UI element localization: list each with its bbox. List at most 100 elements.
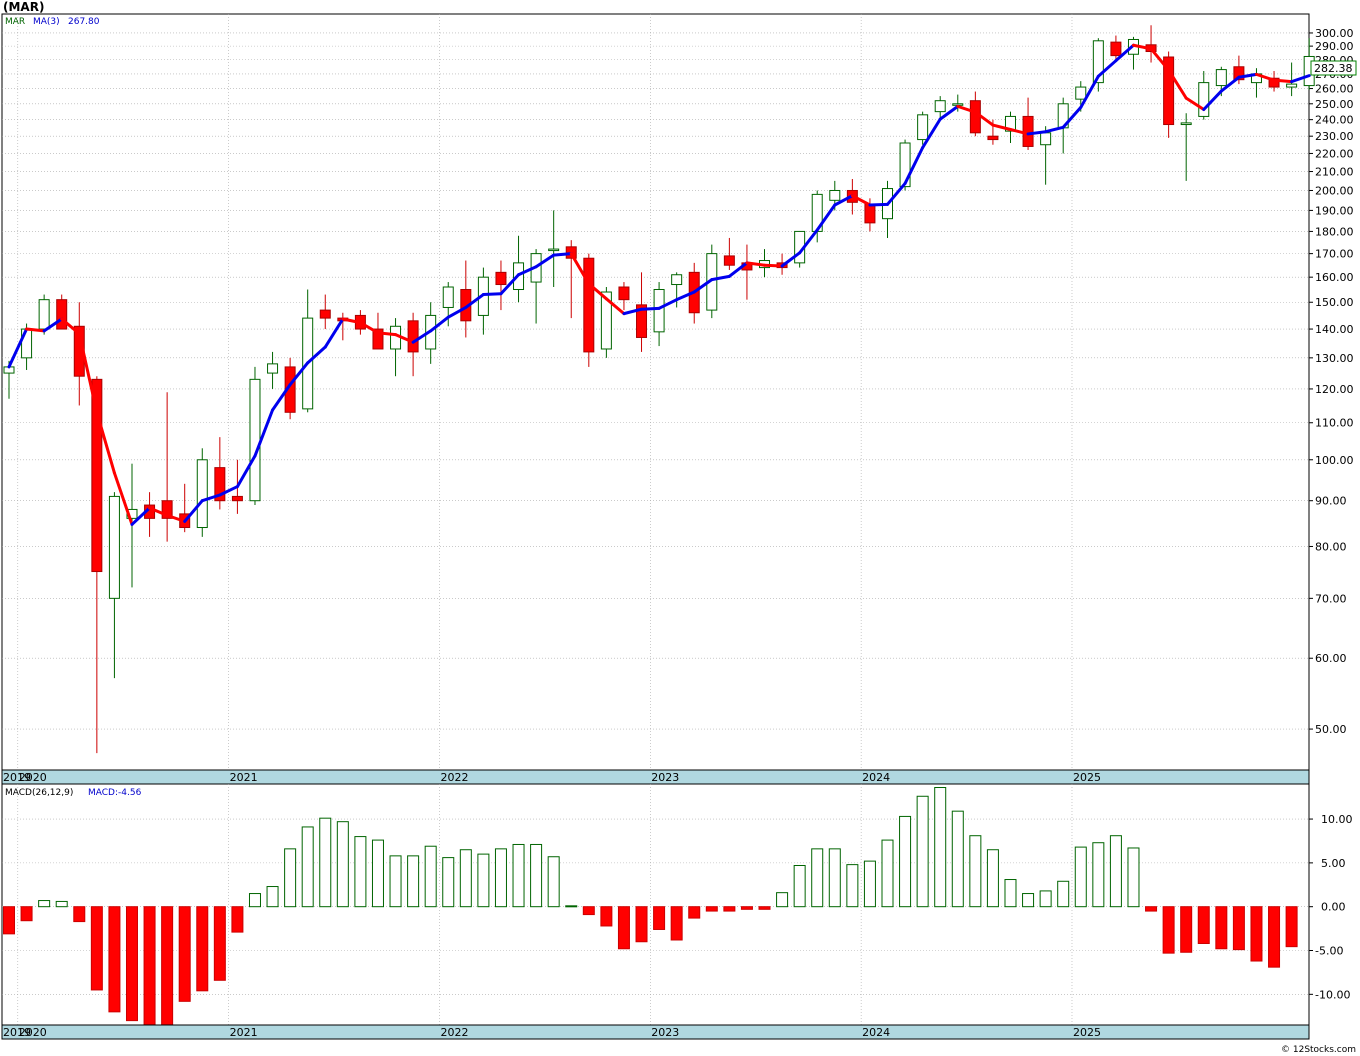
macd-bar <box>1215 906 1228 950</box>
ma-segment <box>323 317 345 349</box>
macd-bar <box>547 856 560 908</box>
price-y-tick-label: 110.00 <box>1315 417 1354 430</box>
macd-bar <box>73 906 86 923</box>
ma-segment <box>165 513 187 523</box>
price-y-tick-label: 240.00 <box>1315 114 1354 127</box>
ma-segment <box>306 345 327 365</box>
price-y-tick-label: 260.00 <box>1315 83 1354 96</box>
ma-segment <box>95 410 116 475</box>
candle-body <box>196 459 208 529</box>
price-y-tick-label: 220.00 <box>1315 147 1354 160</box>
macd-bar <box>424 845 437 908</box>
macd-x-label: 2020 <box>19 1026 47 1039</box>
price-x-label: 2021 <box>230 771 258 784</box>
macd-bar <box>582 906 595 916</box>
ma-segment <box>815 203 837 232</box>
macd-bar <box>20 906 33 922</box>
macd-bar <box>178 906 191 1002</box>
ma-segment <box>640 306 661 311</box>
macd-bar <box>55 900 68 908</box>
candle-body <box>56 299 68 330</box>
macd-x-label: 2024 <box>862 1026 890 1039</box>
price-y-tick-label: 130.00 <box>1315 352 1354 365</box>
macd-bar <box>284 848 297 908</box>
ma-segment <box>710 274 731 282</box>
ticker-title: (MAR) <box>3 0 44 14</box>
macd-y-tick-label: -10.00 <box>1315 988 1350 1001</box>
candle-body <box>829 189 841 201</box>
macd-bar <box>1232 906 1245 951</box>
ma-segment <box>429 315 450 333</box>
macd-y-axis: -10.00 -5.00 0.00 5.00 10.00 <box>1309 813 1353 1001</box>
macd-bar <box>705 906 718 912</box>
price-x-label: 2019 <box>3 771 31 784</box>
macd-bar <box>846 864 859 908</box>
ma-segment <box>692 278 714 294</box>
price-y-tick-label: 70.00 <box>1315 592 1347 605</box>
candle-body <box>548 248 560 252</box>
candle-body <box>636 304 648 338</box>
candle-body <box>1233 66 1245 81</box>
candle-body <box>91 378 103 573</box>
macd-x-label: 2019 <box>3 1026 31 1039</box>
macd-bar <box>3 906 15 935</box>
macd-y-tick-label: 10.00 <box>1321 813 1353 826</box>
candle-body <box>618 286 630 301</box>
candle-body <box>1110 41 1122 57</box>
price-x-label: 2020 <box>19 771 47 784</box>
candle-body <box>1004 115 1016 132</box>
macd-bar <box>828 848 841 908</box>
ma-segment <box>218 485 239 497</box>
ma-segment <box>657 298 679 310</box>
candle-body <box>723 255 735 266</box>
macd-bar <box>143 906 156 1026</box>
macd-bar <box>776 892 789 908</box>
candle-body <box>214 467 226 502</box>
candle-body <box>917 114 929 141</box>
macd-x-label: 2022 <box>440 1026 468 1039</box>
ma-segment <box>1026 130 1048 136</box>
macd-bar <box>494 848 507 908</box>
ma-segment <box>886 181 907 206</box>
ma-segment <box>727 261 749 278</box>
macd-bar <box>530 843 543 908</box>
macd-bar <box>371 839 384 908</box>
macd-bar <box>1039 890 1052 908</box>
price-x-grid <box>17 14 1073 770</box>
macd-y-tick-label: 0.00 <box>1321 901 1346 914</box>
macd-bar <box>986 849 999 908</box>
ma-segment <box>358 321 380 335</box>
ma-segment <box>763 263 784 268</box>
candle-body <box>249 378 261 502</box>
price-x-label: 2024 <box>862 771 890 784</box>
macd-bar <box>811 848 824 908</box>
ma-segment <box>850 194 872 207</box>
candle-body <box>934 100 946 113</box>
macd-bar <box>231 906 244 933</box>
candle-body <box>1075 86 1087 100</box>
macd-bar <box>354 836 367 908</box>
candle-body <box>600 291 612 350</box>
price-x-label: 2023 <box>651 771 679 784</box>
ma-segment <box>1114 43 1135 63</box>
macd-x-label: 2021 <box>230 1026 258 1039</box>
legend-ma-value: 267.80 <box>68 17 100 27</box>
ma-segment <box>534 253 556 269</box>
macd-bar <box>1004 879 1017 908</box>
macd-bar <box>934 787 947 908</box>
macd-bar <box>1057 880 1070 908</box>
price-y-tick-label: 300.00 <box>1315 27 1354 40</box>
ma-segment <box>341 317 362 325</box>
last-price-badge <box>1310 60 1357 76</box>
ma-segment <box>1184 96 1206 112</box>
ma-segment <box>376 331 398 337</box>
price-y-tick-label: 170.00 <box>1315 248 1354 261</box>
price-y-tick-label: 100.00 <box>1315 454 1354 467</box>
price-y-tick-label: 180.00 <box>1315 225 1354 238</box>
candle-body <box>1268 77 1280 88</box>
ma-segment <box>991 123 1012 131</box>
macd-bar <box>266 886 279 908</box>
price-y-tick-label: 210.00 <box>1315 166 1354 179</box>
price-y-tick-label: 250.00 <box>1315 98 1354 111</box>
